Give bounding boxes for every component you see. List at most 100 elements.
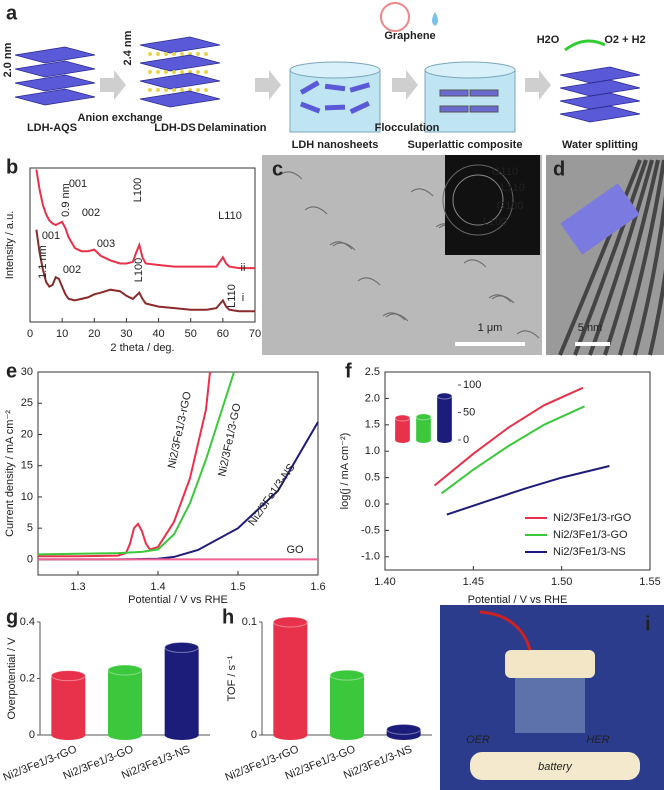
y-axis-label: Intensity / a.u. (4, 211, 16, 279)
y-tick-label: 50 (463, 406, 475, 418)
peak-label: 0.9 nm (60, 183, 72, 217)
beaker-top (424, 61, 516, 79)
ldh-layer (14, 88, 96, 106)
panel-letter: f (345, 360, 352, 382)
peak-label: L110 (226, 284, 238, 308)
y-tick-label: 30 (21, 366, 33, 378)
ldh-layer (559, 66, 641, 84)
ldh-layer (139, 54, 221, 72)
bar-cap (164, 641, 200, 653)
guest-ion (172, 88, 176, 92)
y-tick-label: 0.1 (242, 616, 257, 628)
plot-frame (37, 371, 319, 576)
panel-letter: d (553, 158, 565, 180)
x-tick-label: 1.3 (70, 581, 85, 593)
scale-bar (455, 342, 525, 346)
bar (437, 396, 452, 440)
y-tick-label: 0.2 (20, 672, 35, 684)
x-tick-label: 60 (217, 328, 229, 340)
y-tick-label: 15 (21, 460, 33, 472)
guest-ion (172, 52, 176, 56)
schematic-label: Anion exchange (78, 112, 163, 124)
lattice-fringe (558, 159, 642, 356)
composite-sheet (439, 89, 469, 97)
series-label: ii (241, 262, 246, 274)
x-axis-label: Potential / V vs RHE (468, 594, 568, 606)
lattice-fringe (603, 159, 660, 356)
lattice-fringe (573, 159, 648, 356)
legend-label: Ni2/3Fe1/3-GO (553, 529, 628, 541)
bar (273, 622, 308, 735)
guest-ion (204, 52, 208, 56)
saed-ring (452, 174, 504, 226)
sheet-edge (516, 330, 540, 339)
schematic-label: LDH-AQS (27, 122, 77, 134)
peak-label: 001 (69, 178, 87, 190)
sheet-edge (357, 277, 381, 286)
ldh-layer (559, 79, 641, 97)
battery-body (470, 752, 640, 780)
series-line (37, 371, 235, 556)
saed-label: G100 (497, 200, 524, 212)
series-label: GO (286, 544, 304, 556)
panel-letter: b (6, 156, 18, 178)
guest-ion (196, 88, 200, 92)
x-tick-label: 40 (152, 328, 164, 340)
y-axis-label: Overpotential / V (6, 637, 18, 720)
y-tick-label: -1.0 (361, 551, 380, 563)
y-tick-label: 1.5 (365, 419, 380, 431)
bar (164, 647, 199, 735)
ldh-layer (139, 36, 221, 54)
y-axis-label: Current density / mA cm⁻² (4, 410, 16, 537)
schematic-label: Flocculation (375, 122, 440, 134)
y-tick-label: 0 (29, 729, 35, 741)
scale-bar (575, 342, 610, 346)
panel-letter: g (6, 606, 18, 628)
lattice-fringe (648, 269, 664, 356)
cell-cap (505, 650, 595, 678)
peak-label: 001 (42, 230, 60, 242)
panel-letter: c (272, 158, 283, 180)
nanosheet (324, 104, 346, 111)
guest-ion (196, 52, 200, 56)
lattice-fringe (633, 194, 664, 356)
series-line (38, 371, 211, 558)
series-line (35, 229, 255, 313)
series-line (35, 169, 255, 270)
schematic-label: H2O (537, 34, 560, 46)
guest-ion (164, 70, 168, 74)
y-tick-label: -0.5 (361, 524, 380, 536)
beaker (424, 69, 516, 133)
peak-label: L100 (133, 258, 145, 282)
schematic-label: Delamination (197, 122, 266, 134)
schematic-label: Superlattic composite (408, 139, 523, 151)
sheet-edge (329, 241, 353, 250)
guest-ion (156, 70, 160, 74)
saed-label: L100 (483, 216, 507, 228)
model-inset (560, 183, 640, 255)
guest-ion (148, 52, 152, 56)
legend-label: Ni2/3Fe1/3-NS (553, 546, 626, 558)
sheet-edge (279, 171, 303, 180)
guest-ion (164, 88, 168, 92)
schematic-label: Water splitting (562, 139, 638, 151)
series-line (440, 405, 586, 495)
bar (108, 670, 142, 735)
photo-label: HER (586, 734, 609, 746)
peak-label: L110 (218, 210, 242, 222)
x-tick-label: 1.50 (551, 576, 572, 588)
process-arrow (100, 70, 126, 100)
process-arrow (255, 70, 281, 100)
saed-label: G110 (492, 166, 518, 178)
saed-label: L110 (501, 182, 525, 194)
guest-ion (172, 70, 176, 74)
wire (479, 610, 532, 651)
peak-label: 002 (82, 207, 100, 219)
bar-cap (386, 723, 422, 735)
bar (395, 418, 410, 440)
lattice-fringe (618, 159, 664, 356)
ldh-layer (139, 90, 221, 108)
panel-letter: i (645, 613, 651, 635)
panel-letter: e (6, 360, 17, 382)
